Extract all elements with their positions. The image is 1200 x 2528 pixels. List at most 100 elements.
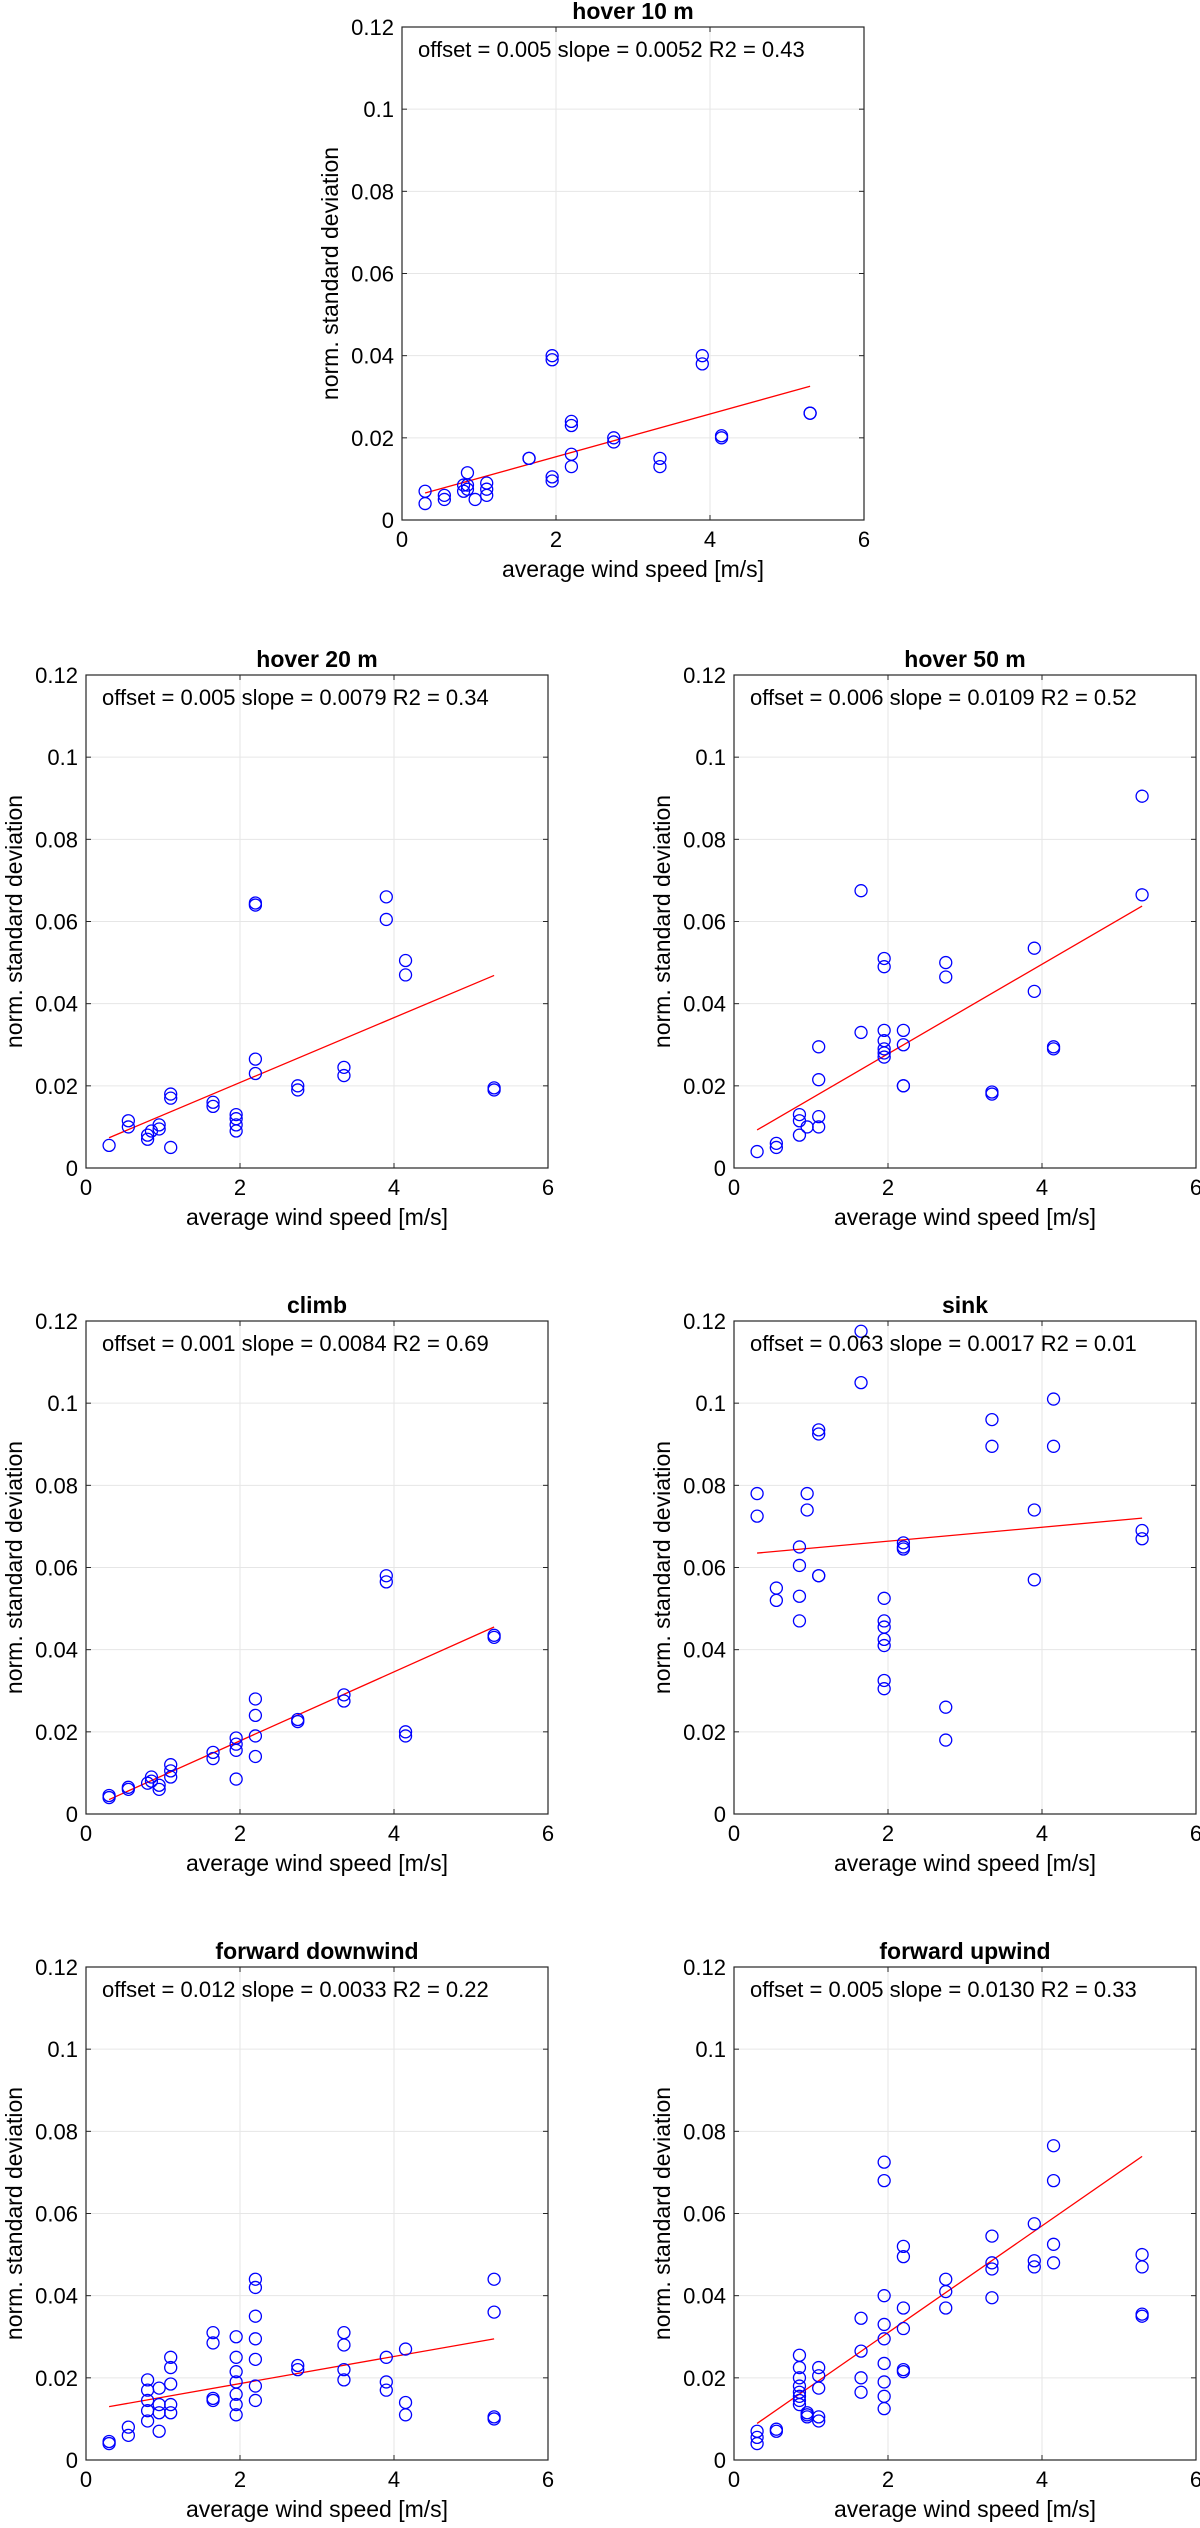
data-point [877,2173,891,2188]
data-point [800,1503,814,1517]
y-tick-label: 0.02 [351,426,394,451]
data-point [1046,2139,1061,2153]
y-tick-label: 0.02 [35,1720,78,1745]
x-tick-label: 2 [234,2467,246,2492]
chart-title: climb [287,1292,347,1318]
data-point [896,1540,911,1554]
fit-annotation: offset = 0.063 slope = 0.0017 R2 = 0.01 [750,1331,1137,1356]
y-tick-label: 0.12 [683,663,726,688]
x-tick-label: 0 [80,2467,92,2492]
data-point [1135,888,1149,902]
x-tick-label: 4 [388,1821,400,1846]
data-point [877,951,891,966]
y-tick-label: 0 [66,1156,78,1181]
data-point [248,2280,263,2295]
y-tick-label: 0.04 [683,992,726,1017]
data-point [750,1144,764,1159]
data-point [206,1751,220,1766]
chart-panel: 0 2 4 6 0 0.02 0.04 0.06 0.08 0.1 0.12 hover 20 m av… [1,646,554,1230]
chart-panel: 0 2 4 6 0 0.02 0.04 0.06 0.08 0.1 0.12 climb average… [1,1292,554,1876]
data-point [854,1375,868,1390]
data-point [803,406,817,420]
data-point [379,1569,393,1583]
data-point [877,2155,891,2169]
data-point [337,1068,351,1083]
y-tick-label: 0.06 [35,2202,78,2227]
data-point [487,2305,501,2319]
y-tick-label: 0.06 [683,910,726,935]
y-tick-label: 0.1 [695,745,726,770]
data-point [102,2434,116,2449]
x-axis-label: average wind speed [m/s] [834,1850,1096,1876]
x-tick-label: 0 [728,1175,740,1200]
y-tick-label: 0.04 [35,2284,78,2309]
x-axis-label: average wind speed [m/s] [834,2496,1096,2522]
data-point [398,2395,413,2410]
data-point [164,1087,178,1101]
data-point [229,1112,243,1126]
data-point [487,1628,501,1642]
chart-panel: 0 2 4 6 0 0.02 0.04 0.06 0.08 0.1 0.12 hover 10 m av… [317,0,870,582]
data-point [896,2362,911,2377]
data-point [877,1638,891,1653]
data-point [896,2239,911,2254]
data-point [164,2406,178,2420]
data-point [379,2383,393,2397]
y-tick-label: 0.08 [351,179,394,204]
data-point [379,890,393,904]
x-tick-label: 4 [388,1175,400,1200]
y-tick-label: 0 [714,2448,726,2473]
x-tick-label: 0 [728,1821,740,1846]
x-tick-label: 0 [396,527,408,552]
data-point [564,418,579,433]
y-tick-label: 0.02 [683,2366,726,2391]
chart-panel: 0 2 4 6 0 0.02 0.04 0.06 0.08 0.1 0.12 hover 50 m av… [649,646,1200,1230]
y-tick-label: 0.12 [35,663,78,688]
data-point [164,1091,178,1105]
data-point [248,1729,263,1743]
fit-line [757,1517,1143,1554]
data-point [206,1095,220,1109]
y-tick-label: 0.06 [35,1556,78,1581]
y-tick-label: 0.1 [47,2037,78,2062]
data-point [229,2365,243,2379]
y-axis-label: norm. standard deviation [1,1441,27,1694]
data-point [1027,2254,1041,2268]
data-point [877,1682,891,1696]
data-point [398,1725,413,1739]
x-tick-label: 6 [542,2467,554,2492]
y-tick-label: 0.1 [695,2037,726,2062]
data-point [792,2385,807,2399]
data-point [985,1085,999,1099]
chart-title: hover 10 m [572,0,693,24]
x-axis-label: average wind speed [m/s] [186,1204,448,1230]
chart-title: forward downwind [215,1938,418,1964]
data-point [545,353,559,367]
data-point [939,2272,953,2286]
data-point [229,2330,243,2344]
data-point [379,2350,393,2364]
data-point [854,2311,868,2325]
data-point [792,2393,807,2408]
data-point [792,2348,807,2362]
data-point [877,1046,891,1060]
x-tick-label: 2 [234,1175,246,1200]
y-tick-label: 0.12 [35,1955,78,1980]
data-point [144,1770,159,1784]
fit-line [756,905,1143,1131]
data-point [164,2350,178,2364]
data-point [877,2375,891,2389]
y-tick-label: 0 [714,1802,726,1827]
data-point [812,1427,826,1441]
data-point [695,357,709,371]
data-point [1135,2307,1149,2321]
chart-title: hover 20 m [256,646,377,672]
data-point [1135,1523,1149,1538]
data-point [985,2229,999,2243]
data-point [144,1774,159,1788]
data-point [248,896,263,910]
data-point [121,2420,136,2434]
data-point [792,1614,807,1628]
y-tick-label: 0.04 [351,344,394,369]
